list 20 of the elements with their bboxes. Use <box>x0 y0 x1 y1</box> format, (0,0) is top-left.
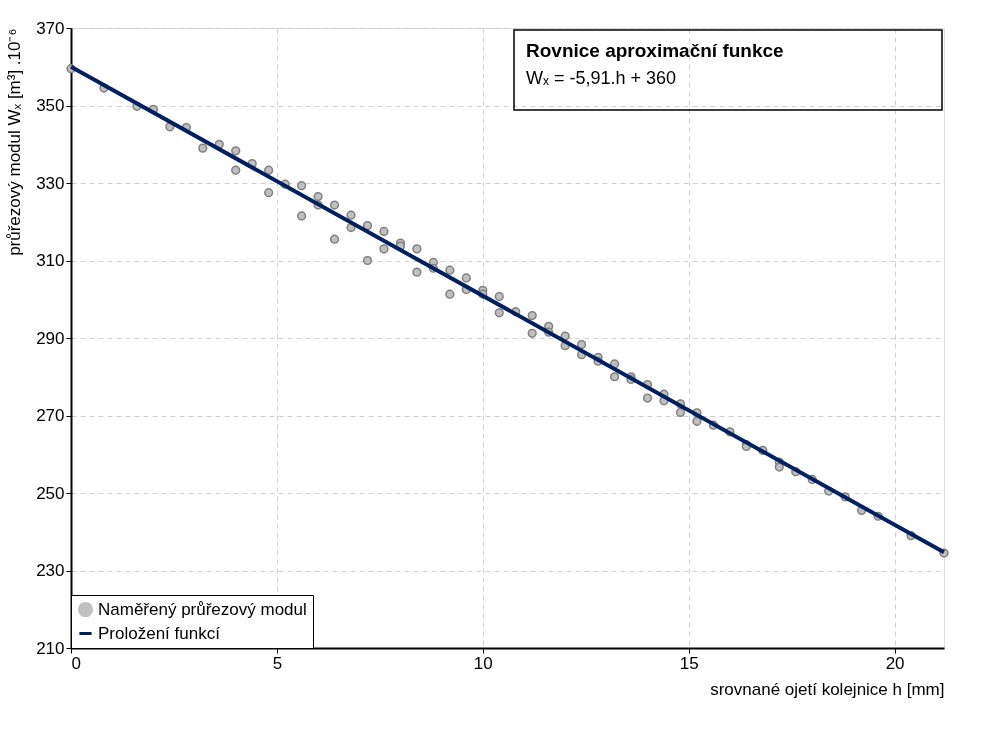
x-axis-title: srovnané ojetí kolejnice h [mm] <box>710 679 945 699</box>
x-tick-label: 5 <box>272 653 283 673</box>
x-tick-label: 0 <box>71 653 81 673</box>
y-tick-label: 230 <box>36 561 65 580</box>
legend-label: Proložení funkcí <box>98 623 221 643</box>
y-tick-label: 290 <box>36 328 65 348</box>
annotation: Wₓ = -5,91.h + 360 <box>526 68 676 88</box>
y-tick-label: 350 <box>36 96 65 115</box>
annotation: Rovnice aproximační funkce <box>526 40 784 61</box>
y-axis-title: průřezový modul Wₓ [m³] .10⁻⁶ <box>5 28 25 256</box>
x-tick-label: 20 <box>885 653 905 673</box>
x-tick-label: 15 <box>679 653 699 673</box>
y-tick-label: 370 <box>36 18 65 38</box>
y-tick-label: 210 <box>36 638 65 658</box>
legend-label: Naměřený průřezový modul <box>98 599 307 619</box>
x-tick-label: 10 <box>473 653 493 673</box>
y-tick-label: 310 <box>36 251 65 270</box>
y-tick-label: 250 <box>36 483 65 503</box>
y-tick-label: 270 <box>36 406 65 425</box>
y-tick-label: 330 <box>36 173 65 193</box>
